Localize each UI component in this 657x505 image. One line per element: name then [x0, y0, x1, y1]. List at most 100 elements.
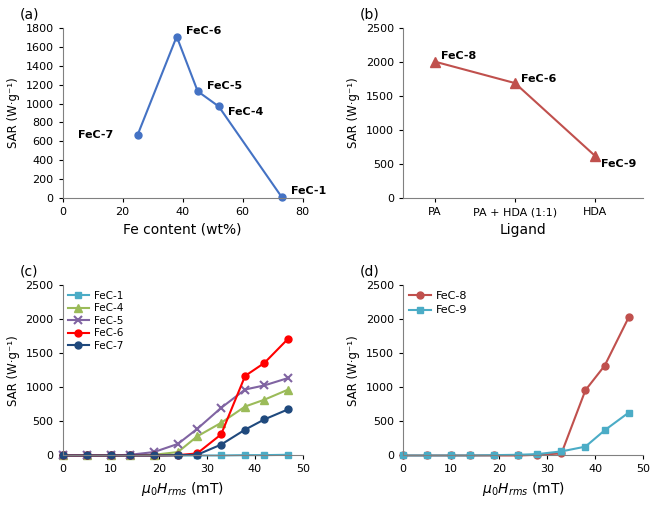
FeC-9: [466, 452, 474, 459]
FeC-5: [106, 452, 114, 459]
FeC-5: [193, 426, 201, 432]
FeC-6: [150, 452, 158, 459]
FeC-4: [58, 452, 66, 459]
FeC-4: [217, 420, 225, 426]
FeC-1: [193, 452, 201, 459]
Text: (d): (d): [360, 265, 380, 279]
FeC-6: [193, 450, 201, 457]
FeC-8: [558, 450, 566, 457]
Text: FeC-1: FeC-1: [291, 186, 326, 196]
FeC-5: [284, 375, 292, 381]
Legend: FeC-1, FeC-4, FeC-5, FeC-6, FeC-7: FeC-1, FeC-4, FeC-5, FeC-6, FeC-7: [66, 288, 125, 353]
FeC-1: [217, 452, 225, 459]
FeC-7: [241, 427, 249, 433]
FeC-5: [260, 382, 268, 388]
FeC-5: [58, 452, 66, 459]
FeC-5: [217, 405, 225, 411]
Text: FeC-5: FeC-5: [207, 81, 242, 90]
FeC-5: [126, 452, 134, 458]
FeC-8: [490, 452, 498, 459]
FeC-4: [193, 433, 201, 439]
FeC-8: [581, 387, 589, 393]
Line: FeC-6: FeC-6: [59, 335, 292, 459]
FeC-1: [241, 452, 249, 458]
FeC-4: [284, 386, 292, 392]
FeC-8: [423, 452, 431, 459]
FeC-6: [58, 452, 66, 459]
FeC-8: [447, 452, 455, 459]
Y-axis label: SAR (W·g⁻¹): SAR (W·g⁻¹): [348, 78, 360, 148]
FeC-9: [423, 452, 431, 459]
FeC-1: [83, 452, 91, 459]
FeC-4: [241, 403, 249, 410]
FeC-7: [83, 452, 91, 459]
FeC-6: [260, 360, 268, 366]
X-axis label: Fe content (wt%): Fe content (wt%): [124, 223, 242, 237]
FeC-9: [558, 448, 566, 454]
Y-axis label: SAR (W·g⁻¹): SAR (W·g⁻¹): [7, 78, 20, 148]
Y-axis label: SAR (W·g⁻¹): SAR (W·g⁻¹): [7, 335, 20, 406]
FeC-7: [58, 452, 66, 459]
FeC-9: [399, 452, 407, 459]
FeC-1: [150, 452, 158, 459]
Line: FeC-1: FeC-1: [59, 451, 292, 459]
FeC-1: [106, 452, 114, 459]
FeC-7: [217, 441, 225, 447]
Legend: FeC-8, FeC-9: FeC-8, FeC-9: [406, 289, 470, 318]
FeC-4: [126, 452, 134, 458]
FeC-8: [514, 452, 522, 459]
Text: FeC-6: FeC-6: [522, 74, 556, 84]
Text: FeC-8: FeC-8: [442, 51, 476, 61]
FeC-6: [174, 452, 182, 458]
FeC-9: [514, 452, 522, 458]
FeC-9: [600, 427, 608, 433]
Y-axis label: SAR (W·g⁻¹): SAR (W·g⁻¹): [348, 335, 360, 406]
FeC-6: [241, 373, 249, 379]
FeC-7: [193, 452, 201, 458]
FeC-1: [58, 452, 66, 459]
FeC-6: [126, 452, 134, 459]
FeC-1: [174, 452, 182, 459]
FeC-9: [533, 451, 541, 457]
FeC-8: [600, 363, 608, 369]
FeC-6: [106, 452, 114, 459]
FeC-7: [150, 452, 158, 459]
Line: FeC-7: FeC-7: [59, 406, 292, 459]
Text: (a): (a): [20, 7, 39, 21]
FeC-6: [217, 431, 225, 437]
FeC-8: [466, 452, 474, 459]
FeC-7: [260, 417, 268, 423]
X-axis label: $\mu_0H_{rms}$ (mT): $\mu_0H_{rms}$ (mT): [482, 480, 564, 498]
FeC-1: [126, 452, 134, 459]
Text: (b): (b): [360, 7, 380, 21]
FeC-7: [126, 452, 134, 459]
FeC-5: [174, 441, 182, 447]
FeC-4: [260, 397, 268, 403]
Text: FeC-9: FeC-9: [601, 159, 637, 169]
FeC-8: [399, 452, 407, 459]
FeC-1: [260, 452, 268, 458]
FeC-7: [106, 452, 114, 459]
FeC-5: [150, 449, 158, 455]
X-axis label: $\mu_0H_{rms}$ (mT): $\mu_0H_{rms}$ (mT): [141, 480, 224, 498]
FeC-9: [625, 410, 633, 416]
FeC-5: [241, 386, 249, 392]
FeC-4: [150, 452, 158, 458]
Text: FeC-6: FeC-6: [186, 26, 221, 36]
Text: FeC-7: FeC-7: [78, 130, 114, 140]
Text: (c): (c): [20, 265, 38, 279]
FeC-1: [284, 452, 292, 458]
FeC-6: [83, 452, 91, 459]
Text: FeC-4: FeC-4: [228, 107, 263, 117]
FeC-8: [625, 315, 633, 321]
X-axis label: Ligand: Ligand: [499, 223, 547, 237]
FeC-9: [490, 452, 498, 458]
FeC-6: [284, 335, 292, 341]
FeC-7: [174, 452, 182, 458]
FeC-4: [83, 452, 91, 459]
FeC-9: [581, 443, 589, 449]
Line: FeC-5: FeC-5: [58, 374, 292, 460]
FeC-5: [83, 452, 91, 459]
FeC-7: [284, 406, 292, 412]
FeC-4: [106, 452, 114, 459]
